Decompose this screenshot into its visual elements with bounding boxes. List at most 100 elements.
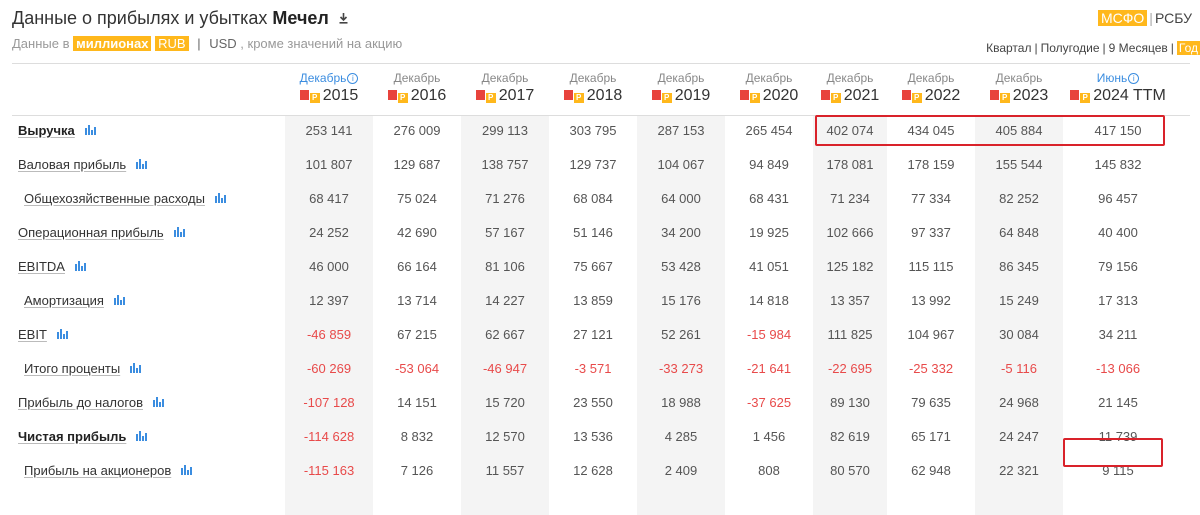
column-year-text: 2024 TTM <box>1093 87 1166 104</box>
bar-chart-icon[interactable] <box>136 159 148 169</box>
report-badge-icon[interactable]: Р <box>573 93 584 103</box>
bar-chart-icon[interactable] <box>173 227 186 237</box>
download-icon[interactable] <box>338 12 349 24</box>
bar-chart-icon[interactable] <box>136 431 148 441</box>
pdf-report-icon[interactable] <box>989 90 999 100</box>
row-label[interactable]: Общехозяйственные расходы <box>24 191 227 206</box>
period-separator: | <box>1034 41 1038 55</box>
report-badge-icon[interactable]: Р <box>911 93 922 103</box>
report-badge-icon[interactable]: Р <box>485 93 496 103</box>
bar-chart-icon[interactable] <box>56 329 69 339</box>
row-label[interactable]: Прибыль на акционеров <box>24 463 193 478</box>
row-label-text[interactable]: Амортизация <box>24 293 104 308</box>
column-year-text: 2022 <box>924 87 961 104</box>
table-cell: -13 066 <box>1095 361 1141 376</box>
pdf-report-icon[interactable] <box>1070 90 1080 100</box>
pdf-report-icon[interactable] <box>387 90 397 100</box>
table-cell: 23 550 <box>573 395 613 410</box>
column-header: Декабрь Р 2023 <box>975 70 1063 106</box>
report-badge-icon[interactable]: Р <box>397 93 408 103</box>
pdf-report-icon[interactable] <box>563 90 573 100</box>
column-shade <box>975 116 1063 515</box>
table-cell: 101 807 <box>305 157 353 172</box>
pdf-report-icon[interactable] <box>820 90 830 100</box>
row-label-text[interactable]: EBITDA <box>18 259 65 274</box>
report-badge-icon[interactable]: Р <box>999 93 1010 103</box>
row-label[interactable]: Итого проценты <box>24 361 142 376</box>
bar-chart-icon[interactable] <box>214 193 227 203</box>
bar-chart-icon[interactable] <box>181 465 193 475</box>
row-label-text[interactable]: Прибыль до налогов <box>18 395 143 410</box>
row-label[interactable]: Прибыль до налогов <box>18 395 165 410</box>
report-badge-icon[interactable]: Р <box>661 93 672 103</box>
row-label-text[interactable]: Итого проценты <box>24 361 121 376</box>
bar-chart-icon[interactable] <box>130 363 142 373</box>
table-cell: 22 321 <box>999 463 1039 478</box>
header-divider <box>12 63 1190 64</box>
period-half-year[interactable]: Полугодие <box>1040 41 1100 55</box>
column-month-text: Декабрь <box>745 71 793 85</box>
pdf-report-icon[interactable] <box>901 90 911 100</box>
period-separator: | <box>1170 41 1174 55</box>
table-cell: 111 825 <box>827 327 873 342</box>
table-cell: 14 818 <box>749 293 789 308</box>
row-label[interactable]: Чистая прибыль <box>18 429 148 444</box>
column-month: Декабрь <box>549 70 637 86</box>
row-label-text[interactable]: Прибыль на акционеров <box>24 463 172 478</box>
report-badge-icon[interactable]: Р <box>1080 93 1091 103</box>
column-year: Р 2015 <box>285 86 373 106</box>
row-label[interactable]: Валовая прибыль <box>18 157 148 172</box>
row-label-text[interactable]: Общехозяйственные расходы <box>24 191 205 206</box>
bar-chart-icon[interactable] <box>84 125 97 135</box>
pdf-report-icon[interactable] <box>651 90 661 100</box>
standard-msfo[interactable]: МСФО <box>1097 10 1148 26</box>
pdf-report-icon[interactable] <box>475 90 485 100</box>
column-month: Декабрь <box>813 70 887 86</box>
report-badge-icon[interactable]: Р <box>749 93 760 103</box>
table-cell: 13 357 <box>830 293 870 308</box>
table-cell: 64 848 <box>999 225 1039 240</box>
period-year[interactable]: Год <box>1176 41 1200 55</box>
period-9-months[interactable]: 9 Месяцев <box>1108 41 1168 55</box>
row-label-text[interactable]: EBIT <box>18 327 47 342</box>
row-label[interactable]: Операционная прибыль <box>18 225 186 240</box>
table-cell: 417 150 <box>1094 123 1142 138</box>
report-badge-icon[interactable]: Р <box>309 93 320 103</box>
info-icon[interactable]: i <box>1128 73 1140 84</box>
row-label-text[interactable]: Выручка <box>18 123 75 138</box>
table-cell: 402 074 <box>826 123 874 138</box>
row-label[interactable]: Выручка <box>18 123 97 138</box>
column-year: Р 2019 <box>637 86 725 106</box>
info-icon[interactable]: i <box>347 73 359 84</box>
bar-chart-icon[interactable] <box>153 397 165 407</box>
table-cell: 104 967 <box>907 327 955 342</box>
bar-chart-icon[interactable] <box>113 295 126 305</box>
row-label-text[interactable]: Чистая прибыль <box>18 429 127 444</box>
bar-chart-icon[interactable] <box>74 261 87 271</box>
company-name: Мечел <box>272 8 329 28</box>
table-cell: 155 544 <box>995 157 1043 172</box>
pdf-report-icon[interactable] <box>739 90 749 100</box>
table-cell: -37 625 <box>746 395 792 410</box>
row-label-text[interactable]: Операционная прибыль <box>18 225 164 240</box>
standard-rsbu[interactable]: РСБУ <box>1154 10 1192 26</box>
row-label[interactable]: EBIT <box>18 327 69 342</box>
pdf-report-icon[interactable] <box>299 90 309 100</box>
column-month: Декабрь <box>975 70 1063 86</box>
row-label-text[interactable]: Валовая прибыль <box>18 157 127 172</box>
currency-rub[interactable]: RUB <box>155 36 189 51</box>
table-cell: 64 000 <box>661 191 701 206</box>
table-cell: 52 261 <box>661 327 701 342</box>
period-quarter[interactable]: Квартал <box>986 41 1032 55</box>
table-cell: 129 687 <box>393 157 441 172</box>
table-cell: 53 428 <box>661 259 701 274</box>
table-cell: 15 176 <box>661 293 701 308</box>
table-cell: 80 570 <box>830 463 870 478</box>
row-label[interactable]: Амортизация <box>24 293 126 308</box>
table-cell: 18 988 <box>661 395 701 410</box>
report-badge-icon[interactable]: Р <box>830 93 841 103</box>
currency-usd[interactable]: USD <box>209 36 237 51</box>
units-line: Данные в миллионах RUB | USD , кроме зна… <box>12 36 402 51</box>
column-month-text: Декабрь <box>907 71 955 85</box>
row-label[interactable]: EBITDA <box>18 259 87 274</box>
